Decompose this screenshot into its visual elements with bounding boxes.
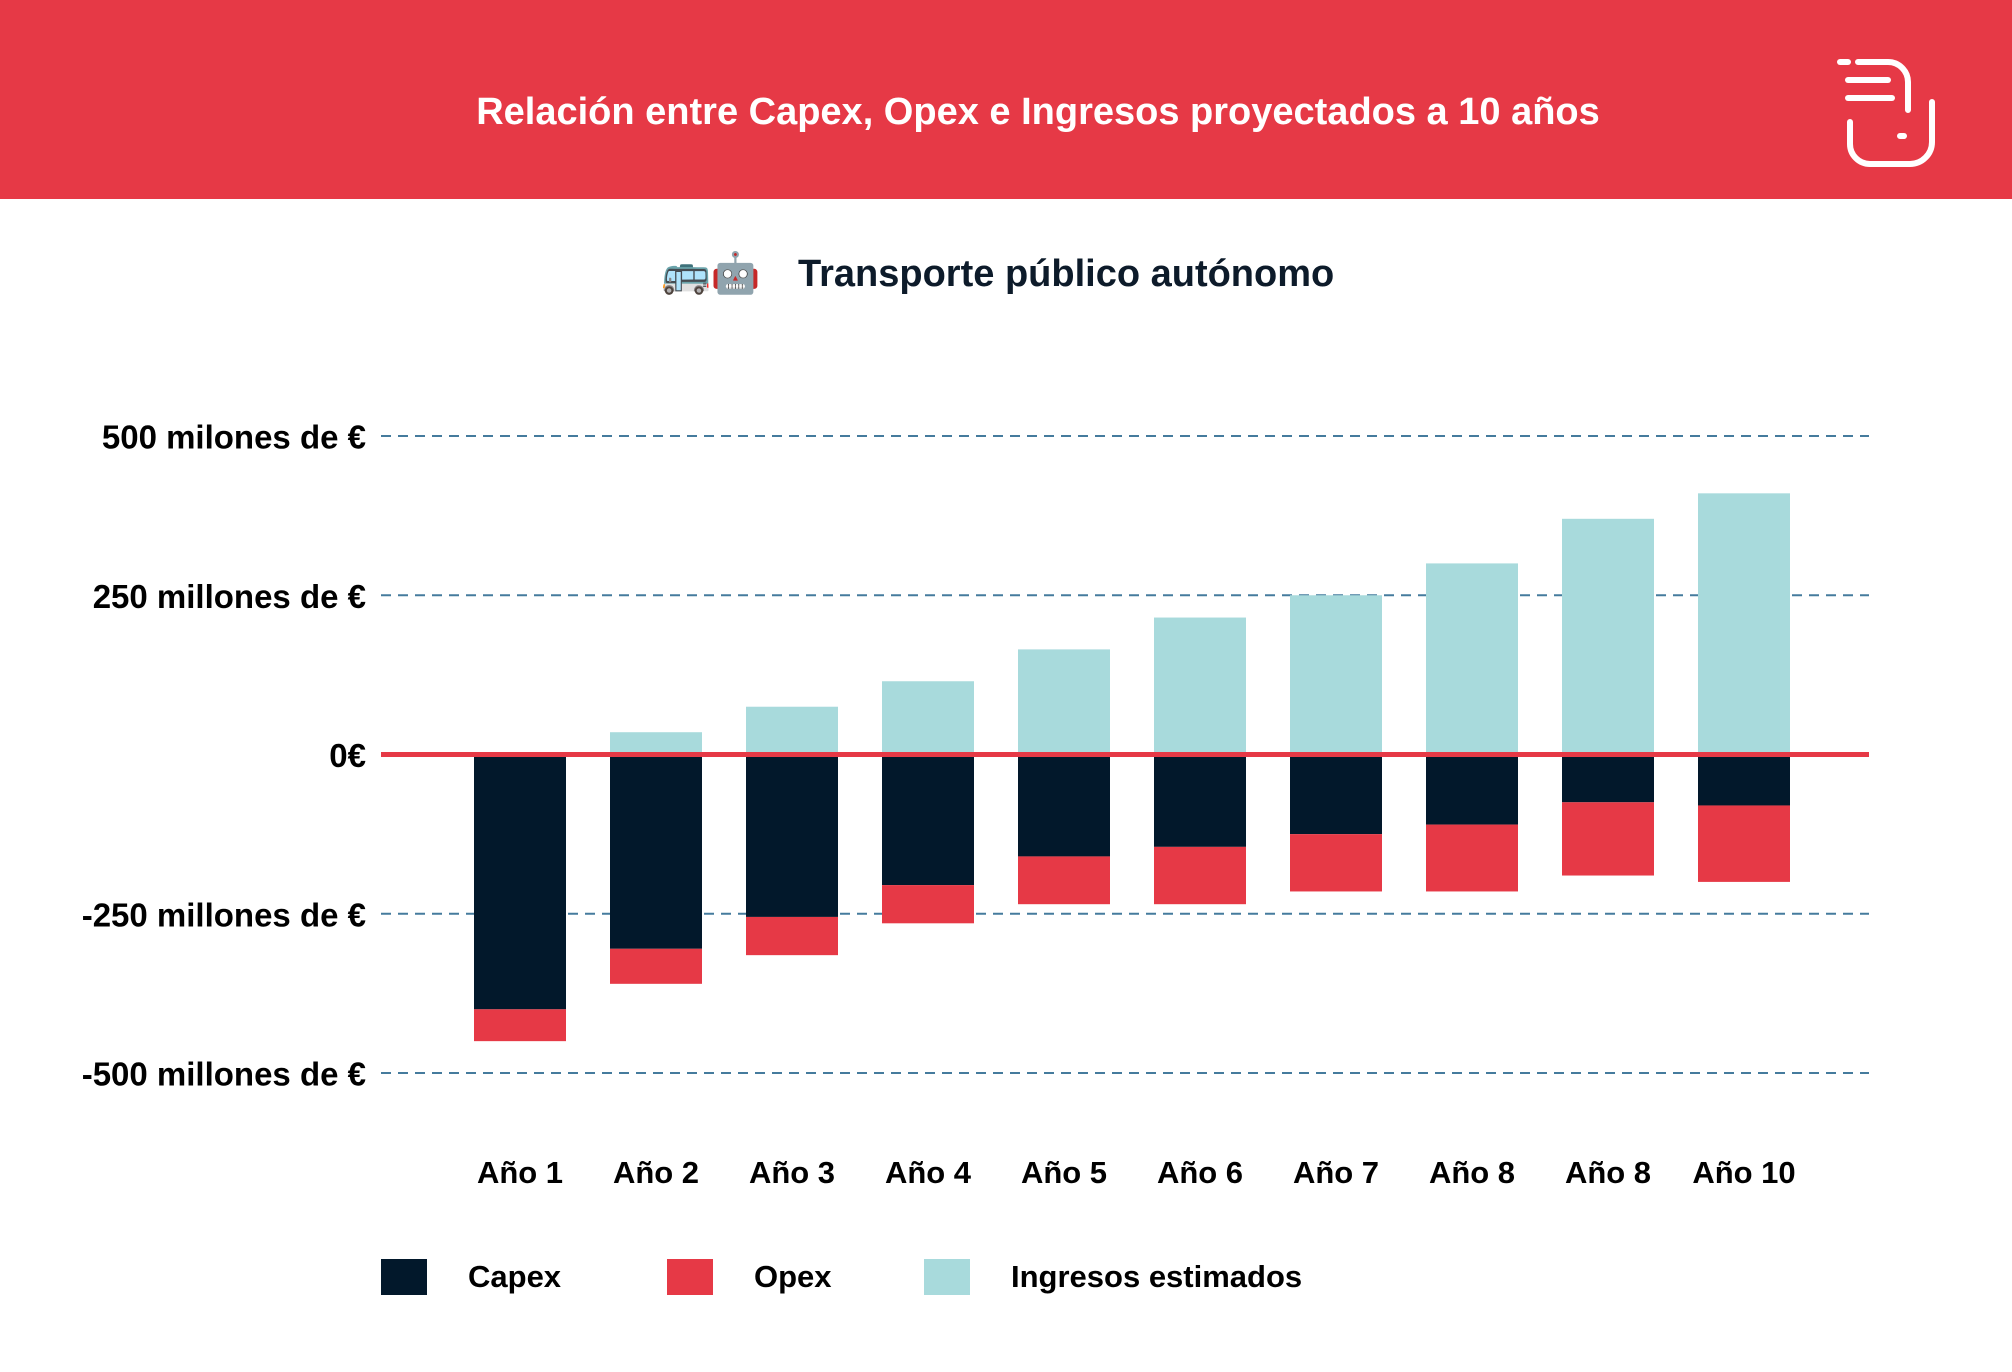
bar <box>1018 754 1110 857</box>
x-tick-label: Año 8 <box>1429 1155 1515 1190</box>
legend-swatch <box>381 1259 427 1295</box>
bar <box>610 732 702 755</box>
y-tick-label: 250 millones de € <box>93 578 366 615</box>
bar <box>1426 824 1518 892</box>
bar <box>1290 595 1382 755</box>
legend-swatch <box>924 1259 970 1295</box>
bar <box>610 948 702 984</box>
bar <box>1426 563 1518 755</box>
chart-title: Relación entre Capex, Opex e Ingresos pr… <box>476 91 1600 133</box>
bar <box>1018 856 1110 905</box>
y-tick-label: -250 millones de € <box>82 896 366 933</box>
bar <box>882 754 974 886</box>
y-tick-label: 500 milones de € <box>102 419 366 456</box>
bar <box>610 754 702 949</box>
legend-label: Ingresos estimados <box>1011 1259 1302 1294</box>
bar <box>1562 754 1654 803</box>
bar <box>746 706 838 755</box>
bar <box>474 754 566 1010</box>
x-tick-label: Año 5 <box>1021 1155 1107 1190</box>
subtitle: Transporte público autónomo <box>798 253 1334 295</box>
bar <box>1562 802 1654 876</box>
x-tick-label: Año 8 <box>1565 1155 1651 1190</box>
bar <box>882 681 974 755</box>
bar <box>1154 617 1246 755</box>
x-tick-label: Año 10 <box>1692 1155 1795 1190</box>
x-tick-label: Año 3 <box>749 1155 835 1190</box>
bar <box>1698 754 1790 806</box>
x-tick-label: Año 2 <box>613 1155 699 1190</box>
logo <box>1837 59 1935 167</box>
x-tick-label: Año 1 <box>477 1155 563 1190</box>
bar <box>1562 518 1654 755</box>
bar <box>746 916 838 956</box>
bar <box>1154 846 1246 905</box>
legend-swatch <box>667 1259 713 1295</box>
bar <box>1018 649 1110 755</box>
subtitle-icons: 🚌🤖 <box>661 250 761 296</box>
bar <box>1290 834 1382 892</box>
legend-label: Capex <box>468 1259 562 1294</box>
legend-label: Opex <box>754 1259 832 1294</box>
x-tick-label: Año 7 <box>1293 1155 1379 1190</box>
bar <box>474 1009 566 1042</box>
y-tick-label: -500 millones de € <box>82 1056 366 1093</box>
bar <box>1154 754 1246 847</box>
bar <box>746 754 838 917</box>
x-tick-label: Año 4 <box>885 1155 972 1190</box>
bar <box>1698 493 1790 755</box>
bar <box>1426 754 1518 825</box>
y-tick-label: 0€ <box>329 737 366 774</box>
bar <box>882 885 974 924</box>
x-tick-label: Año 6 <box>1157 1155 1243 1190</box>
bar <box>1290 754 1382 835</box>
header <box>0 0 2012 199</box>
bar <box>1698 805 1790 882</box>
